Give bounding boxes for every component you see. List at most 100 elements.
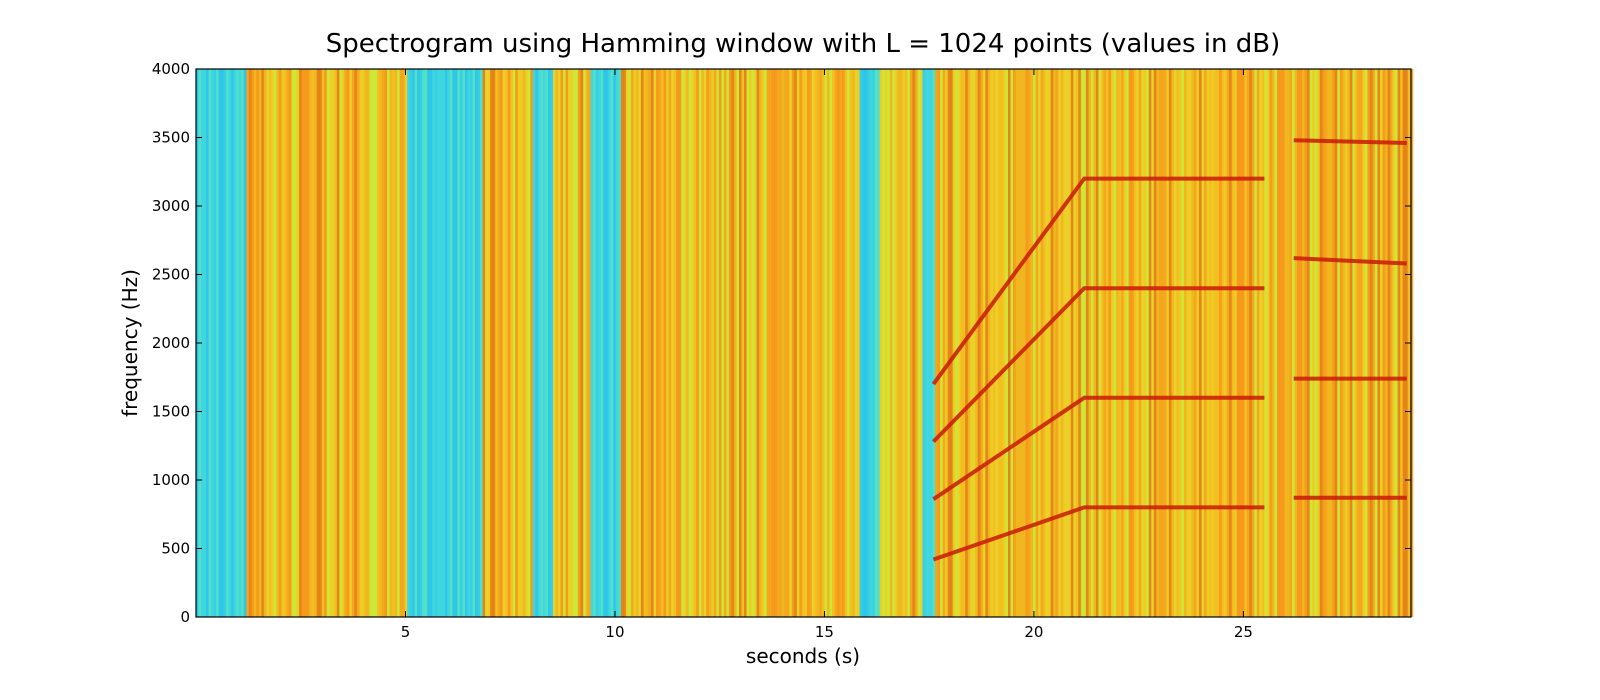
signal-column bbox=[1266, 69, 1270, 617]
y-tick-label: 4000 bbox=[152, 60, 190, 78]
signal-column bbox=[666, 69, 670, 617]
signal-column bbox=[490, 69, 494, 617]
quiet-column bbox=[610, 69, 614, 617]
signal-column bbox=[879, 69, 883, 617]
signal-column bbox=[693, 69, 697, 617]
signal-column bbox=[1289, 69, 1293, 617]
x-tick-label: 20 bbox=[1024, 623, 1043, 641]
signal-column bbox=[389, 69, 393, 617]
signal-column bbox=[1080, 69, 1084, 617]
signal-column bbox=[371, 69, 376, 617]
quiet-column bbox=[216, 69, 220, 617]
signal-column bbox=[771, 69, 775, 617]
signal-column bbox=[354, 69, 358, 617]
signal-column bbox=[1261, 69, 1265, 617]
harmonic-track-1 bbox=[932, 505, 1265, 562]
signal-column bbox=[741, 69, 745, 617]
signal-column bbox=[1045, 69, 1049, 617]
signal-column bbox=[366, 69, 371, 617]
signal-column bbox=[1007, 69, 1012, 617]
signal-column bbox=[671, 69, 675, 617]
signal-column bbox=[668, 69, 672, 617]
signal-column bbox=[1083, 69, 1087, 617]
signal-column bbox=[246, 69, 250, 617]
signal-column bbox=[1103, 69, 1107, 617]
quiet-column bbox=[600, 69, 604, 617]
harmonic-track-3 bbox=[931, 286, 1265, 444]
signal-column bbox=[588, 69, 592, 617]
signal-column bbox=[661, 69, 665, 617]
signal-column bbox=[977, 69, 981, 617]
signal-column bbox=[1390, 69, 1394, 617]
y-tick-label: 500 bbox=[161, 540, 190, 558]
signal-column bbox=[749, 69, 753, 617]
signal-column bbox=[789, 69, 793, 617]
signal-column bbox=[1098, 69, 1102, 617]
signal-column bbox=[1254, 69, 1258, 617]
signal-column bbox=[806, 69, 810, 617]
signal-column bbox=[1005, 69, 1009, 617]
quiet-column bbox=[537, 69, 541, 617]
signal-column bbox=[392, 69, 396, 617]
quiet-column bbox=[429, 69, 433, 617]
signal-column bbox=[1141, 69, 1145, 617]
y-tick-label: 2000 bbox=[152, 334, 190, 352]
quiet-column bbox=[472, 69, 476, 617]
signal-column bbox=[1385, 69, 1389, 617]
signal-column bbox=[884, 69, 888, 617]
signal-column bbox=[1369, 69, 1374, 617]
signal-column bbox=[967, 69, 971, 617]
signal-column bbox=[311, 69, 315, 617]
signal-column bbox=[892, 69, 896, 617]
signal-column bbox=[359, 69, 363, 617]
signal-column bbox=[1229, 69, 1233, 617]
signal-column bbox=[718, 69, 722, 617]
signal-column bbox=[746, 69, 750, 617]
quiet-column bbox=[590, 69, 594, 617]
y-tick-label: 1000 bbox=[152, 471, 190, 489]
signal-column bbox=[1113, 69, 1117, 617]
signal-column bbox=[1324, 69, 1328, 617]
signal-column bbox=[1063, 69, 1067, 617]
signal-column bbox=[510, 69, 514, 617]
signal-column bbox=[527, 69, 531, 617]
signal-column bbox=[970, 69, 974, 617]
signal-column bbox=[849, 69, 853, 617]
signal-column bbox=[568, 69, 572, 617]
signal-column bbox=[985, 69, 989, 617]
signal-column bbox=[349, 69, 353, 617]
signal-column bbox=[844, 69, 848, 617]
signal-column bbox=[1392, 69, 1396, 617]
signal-column bbox=[1269, 69, 1273, 617]
signal-column bbox=[834, 69, 838, 617]
signal-column bbox=[1206, 69, 1210, 617]
signal-column bbox=[656, 69, 660, 617]
quiet-column bbox=[615, 69, 619, 617]
signal-column bbox=[821, 69, 826, 617]
signal-column bbox=[1060, 69, 1064, 617]
signal-column bbox=[940, 69, 944, 617]
signal-column bbox=[887, 69, 891, 617]
quiet-column bbox=[238, 69, 242, 617]
signal-column bbox=[1256, 69, 1260, 617]
quiet-column bbox=[932, 69, 936, 617]
signal-column bbox=[1058, 69, 1062, 617]
signal-column bbox=[1292, 69, 1296, 617]
signal-column bbox=[517, 69, 521, 617]
signal-column bbox=[1015, 69, 1019, 617]
signal-column bbox=[912, 69, 916, 617]
signal-column bbox=[801, 69, 805, 617]
signal-column bbox=[1000, 69, 1004, 617]
signal-column bbox=[1018, 69, 1022, 617]
quiet-column bbox=[862, 69, 866, 617]
signal-column bbox=[1251, 69, 1255, 617]
signal-column bbox=[1199, 69, 1203, 617]
signal-column bbox=[387, 69, 391, 617]
signal-column bbox=[1231, 69, 1235, 617]
signal-column bbox=[630, 69, 634, 617]
signal-column bbox=[754, 69, 758, 617]
quiet-column bbox=[241, 69, 245, 617]
signal-column bbox=[286, 69, 290, 617]
signal-column bbox=[512, 69, 516, 617]
signal-column bbox=[557, 69, 562, 617]
